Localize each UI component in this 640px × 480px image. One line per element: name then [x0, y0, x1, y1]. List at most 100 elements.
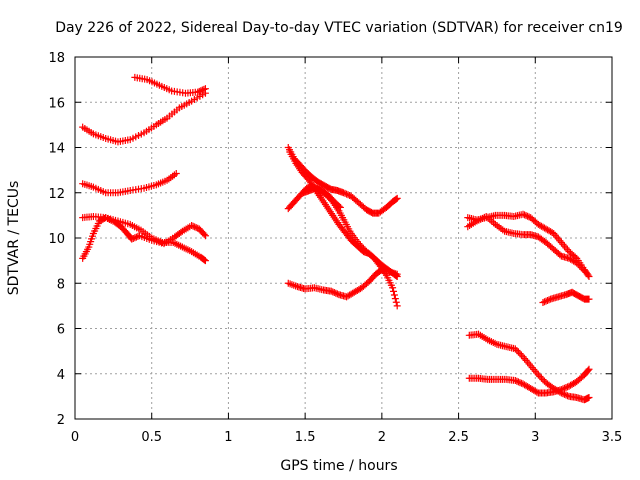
data-point	[564, 246, 572, 254]
data-point	[344, 191, 352, 199]
y-tick-label: 10	[48, 232, 65, 247]
x-tick-label: 3.5	[602, 430, 623, 445]
data-point	[327, 287, 335, 295]
data-point	[189, 222, 197, 230]
data-point	[393, 270, 401, 278]
data-point	[511, 345, 519, 353]
series-arc-14	[465, 330, 593, 404]
x-tick-label: 1.5	[295, 430, 316, 445]
data-point	[335, 202, 343, 210]
data-point	[391, 295, 399, 303]
data-point	[201, 89, 209, 97]
y-tick-label: 6	[57, 323, 65, 338]
data-point	[553, 233, 561, 241]
data-point	[519, 353, 527, 361]
data-point	[197, 87, 205, 95]
data-point	[200, 230, 208, 238]
data-point	[573, 259, 581, 267]
data-point	[517, 351, 525, 359]
series-arc-11	[464, 210, 593, 280]
data-point	[392, 195, 400, 203]
data-point	[560, 242, 568, 250]
y-tick-label: 14	[48, 142, 65, 157]
x-tick-label: 3	[531, 430, 539, 445]
data-marks	[79, 73, 593, 404]
data-point	[129, 234, 137, 242]
data-point	[521, 355, 529, 363]
data-point	[584, 271, 592, 279]
data-point	[513, 346, 521, 354]
data-point	[340, 189, 347, 197]
data-point	[557, 239, 565, 247]
data-point	[557, 386, 565, 394]
x-axis-label: GPS time / hours	[280, 458, 397, 474]
data-point	[524, 212, 532, 220]
x-tick-label: 2.5	[448, 430, 469, 445]
y-tick-label: 18	[48, 51, 65, 66]
data-point	[556, 237, 564, 245]
data-point	[560, 384, 568, 392]
data-point	[533, 388, 541, 396]
data-point	[533, 369, 541, 377]
x-tick-label: 0	[71, 430, 79, 445]
data-point	[517, 379, 525, 387]
data-point	[194, 88, 202, 96]
data-point	[539, 376, 547, 384]
data-point	[562, 391, 570, 399]
x-tick-label: 0.5	[141, 430, 162, 445]
data-point	[336, 203, 344, 211]
data-point	[585, 394, 593, 402]
data-point	[527, 362, 535, 370]
data-point	[562, 244, 570, 252]
data-point	[201, 232, 209, 240]
data-point	[542, 297, 550, 305]
y-tick-label: 4	[57, 368, 65, 383]
data-point	[539, 298, 547, 306]
series-arc-3	[79, 170, 180, 197]
data-point	[531, 367, 539, 375]
data-point	[559, 240, 567, 248]
data-point	[390, 287, 398, 295]
data-point	[525, 360, 533, 368]
data-point	[514, 348, 522, 356]
series-arc-13	[539, 288, 593, 306]
data-point	[519, 210, 527, 218]
data-point	[564, 392, 572, 400]
data-point	[534, 371, 542, 379]
data-point	[200, 85, 208, 93]
data-point	[393, 194, 401, 202]
data-point	[488, 217, 496, 225]
data-point	[191, 223, 199, 231]
data-point	[333, 290, 341, 298]
data-point	[355, 240, 363, 248]
y-axis-label: SDTVAR / TECUs	[6, 181, 22, 296]
data-point	[514, 378, 522, 386]
data-point	[536, 372, 544, 380]
data-point	[516, 350, 524, 358]
data-point	[554, 235, 562, 243]
data-point	[341, 189, 349, 197]
data-point	[577, 264, 585, 272]
data-point	[544, 296, 552, 304]
series-arc-9	[300, 184, 344, 211]
data-point	[522, 356, 530, 364]
y-tick-label: 12	[48, 187, 65, 202]
data-point	[522, 212, 530, 220]
series-arc-6	[284, 144, 401, 217]
data-point	[528, 364, 536, 372]
series-arc-1	[131, 73, 209, 97]
data-point	[361, 246, 369, 254]
chart-title: Day 226 of 2022, Sidereal Day-to-day VTE…	[55, 20, 623, 36]
data-point	[513, 377, 521, 385]
data-point	[195, 87, 203, 95]
series-arc-10	[284, 266, 401, 301]
series-arc-12	[464, 213, 588, 275]
data-point	[356, 241, 364, 249]
data-point	[393, 302, 401, 310]
data-point	[540, 298, 548, 306]
x-tick-label: 2	[378, 430, 386, 445]
series-arc-2	[79, 89, 209, 146]
data-point	[192, 224, 200, 232]
data-point	[332, 289, 340, 297]
